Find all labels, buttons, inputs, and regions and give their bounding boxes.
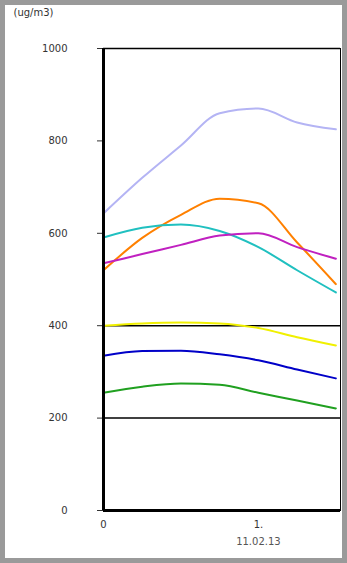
svg-text:400: 400 (48, 320, 67, 331)
svg-text:1.: 1. (254, 519, 264, 530)
svg-text:800: 800 (48, 135, 67, 146)
svg-text:11.02.13: 11.02.13 (236, 536, 281, 547)
svg-text:600: 600 (48, 228, 67, 239)
svg-text:0: 0 (61, 505, 67, 516)
svg-text:1000: 1000 (42, 43, 67, 54)
svg-text:200: 200 (48, 412, 67, 423)
svg-text:(ug/m3): (ug/m3) (14, 7, 54, 18)
svg-text:0: 0 (100, 519, 106, 530)
